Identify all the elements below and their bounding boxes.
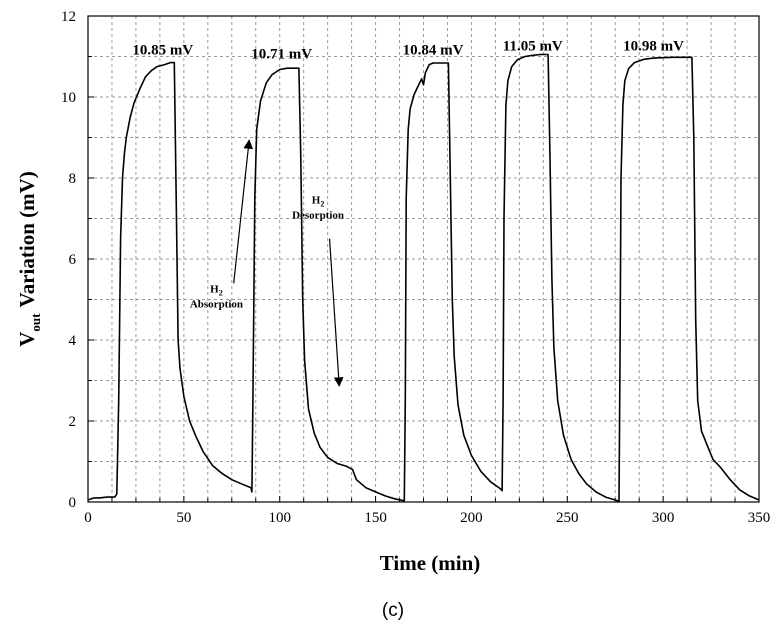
x-tick-labels: 0 50 100 150 200 250 300 350: [84, 510, 770, 526]
x-tick-label: 0: [84, 510, 92, 526]
figure-caption: (c): [382, 600, 404, 621]
x-axis-title: Time (min): [380, 551, 481, 575]
y-tick-label: 6: [69, 252, 77, 268]
y-tick-label: 4: [69, 333, 77, 349]
absorption-arrow: [233, 139, 254, 284]
x-tick-label: 100: [268, 510, 291, 526]
desorption-arrow: [328, 238, 344, 387]
vout-series-line: [87, 53, 760, 502]
grid: [88, 16, 759, 502]
absorption-label-h2: H2: [210, 284, 223, 298]
y-tick-label: 8: [69, 171, 77, 187]
x-tick-label: 150: [364, 510, 387, 526]
y-tick-label: 12: [61, 9, 76, 25]
tick-marks: [88, 56, 736, 502]
x-tick-label: 350: [748, 510, 771, 526]
x-tick-label: 300: [652, 510, 675, 526]
y-axis-subscript: out: [28, 313, 43, 332]
peak-label: 10.71 mV: [251, 47, 312, 63]
desorption-label-h2: H2: [312, 194, 325, 208]
peak-label: 10.85 mV: [132, 42, 193, 58]
y-tick-label: 2: [69, 414, 77, 430]
peak-labels: 10.85 mV 10.71 mV 10.84 mV 11.05 mV 10.98 mV: [132, 38, 684, 62]
peak-label: 10.98 mV: [623, 38, 684, 54]
y-axis-symbol: V: [15, 332, 39, 347]
x-tick-label: 250: [556, 510, 579, 526]
y-tick-labels: 0 2 4 6 8 10 12: [61, 9, 77, 511]
x-tick-label: 50: [176, 510, 191, 526]
absorption-label-text: Absorption: [190, 299, 243, 311]
y-tick-label: 10: [61, 90, 76, 106]
y-tick-label: 0: [69, 495, 77, 511]
desorption-label-text: Desorption: [292, 209, 344, 221]
y-axis-label-text: Variation (mV): [15, 171, 39, 307]
peak-label: 10.84 mV: [403, 42, 464, 58]
svg-text:VoutVariation (mV): Vout Variation (mV): [15, 171, 43, 347]
x-tick-label: 200: [460, 510, 483, 526]
peak-label: 11.05 mV: [503, 38, 563, 54]
y-axis-title: Vout Variation (mV): [15, 171, 43, 347]
